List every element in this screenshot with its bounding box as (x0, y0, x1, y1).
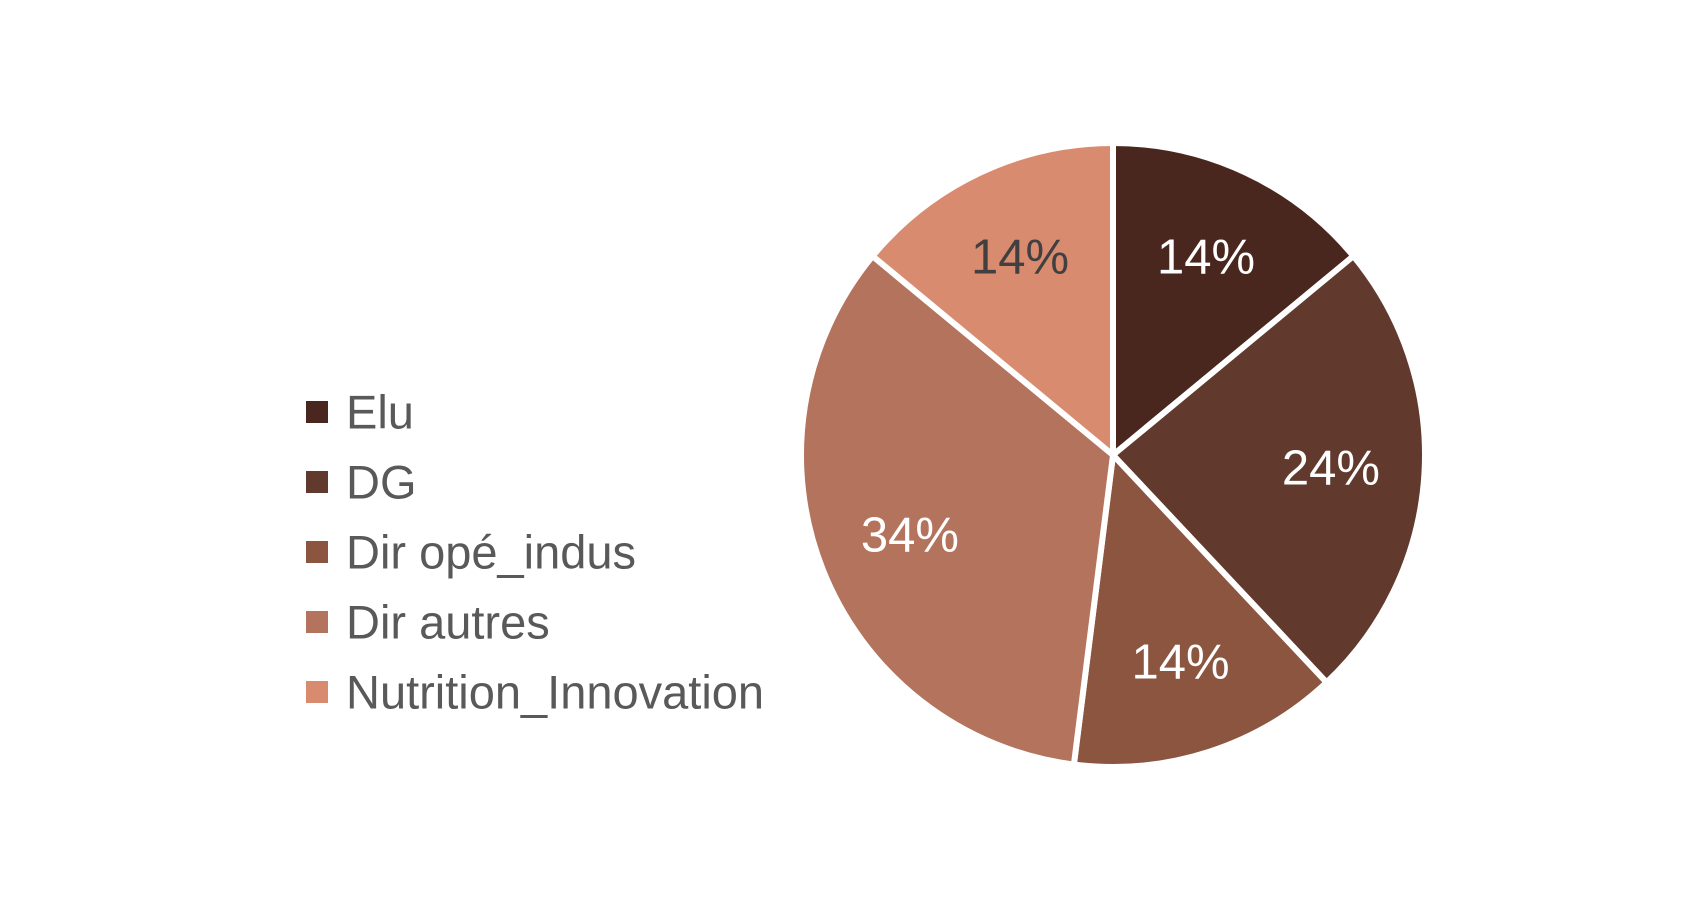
legend-label-dir-autres: Dir autres (346, 596, 550, 649)
legend-swatch-dg (306, 471, 328, 493)
data-label-dir-ope-indus: 14% (1131, 636, 1229, 690)
legend-item-dir-ope-indus: Dir opé_indus (306, 526, 636, 579)
legend-label-nutrition-innovation: Nutrition_Innovation (346, 666, 764, 719)
legend-label-dg: DG (346, 456, 417, 509)
legend-item-nutrition-innovation: Nutrition_Innovation (306, 666, 764, 719)
pie-data-labels: 14% 24% 14% 34% 14% (861, 230, 1380, 689)
pie-slices (798, 140, 1428, 770)
legend-label-elu: Elu (346, 386, 414, 439)
legend-swatch-nutrition-innovation (306, 681, 328, 703)
pie-slice-dir-autres (798, 253, 1116, 768)
data-label-nutrition-innovation: 14% (971, 230, 1069, 284)
data-label-dir-autres: 34% (861, 508, 959, 562)
legend-item-elu: Elu (306, 386, 414, 439)
legend: Elu DG Dir opé_indus Dir autres Nutrition_In… (306, 386, 764, 719)
pie-slice-dir-ope-indus (1070, 452, 1330, 770)
legend-item-dg: DG (306, 456, 417, 509)
legend-label-dir-ope-indus: Dir opé_indus (346, 526, 636, 579)
legend-item-dir-autres: Dir autres (306, 596, 550, 649)
pie-slice-elu (1110, 140, 1357, 458)
legend-swatch-dir-ope-indus (306, 541, 328, 563)
pie-slice-dg (1110, 253, 1428, 686)
legend-swatch-elu (306, 401, 328, 423)
data-label-dg: 24% (1282, 442, 1380, 496)
pie-slice-nutrition-innovation (869, 140, 1116, 458)
data-label-elu: 14% (1157, 230, 1255, 284)
legend-swatch-dir-autres (306, 611, 328, 633)
